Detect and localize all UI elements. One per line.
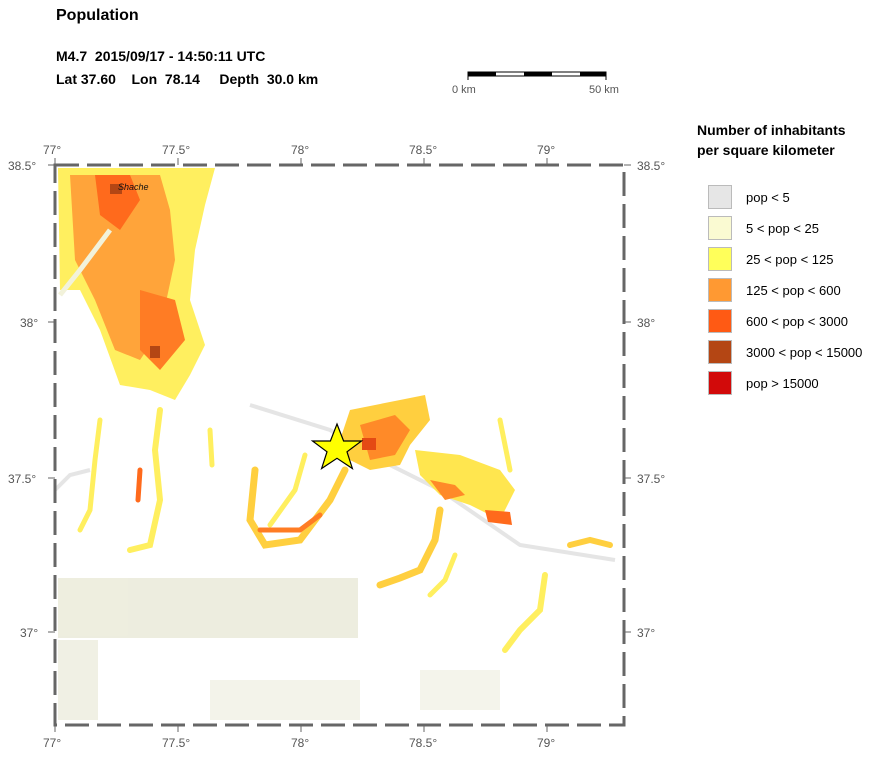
- y-tick-label-right: 38°: [637, 316, 655, 330]
- y-tick-label-left: 38°: [20, 316, 38, 330]
- map-frame: [53, 163, 626, 727]
- legend-item: 25 < pop < 125: [708, 247, 876, 273]
- river-corridors: [77, 407, 613, 653]
- y-tick-label-right: 37°: [637, 626, 655, 640]
- y-tick-label-right: 37.5°: [637, 472, 665, 486]
- legend-item: 3000 < pop < 15000: [708, 340, 876, 366]
- y-tick-label-left: 37°: [20, 626, 38, 640]
- legend-label: 125 < pop < 600: [746, 283, 841, 298]
- epicenter-star-icon: [310, 422, 364, 470]
- legend-title-line2: per square kilometer: [697, 142, 835, 158]
- legend-item: 600 < pop < 3000: [708, 309, 876, 335]
- legend-item: pop > 15000: [708, 371, 876, 397]
- legend-label: 25 < pop < 125: [746, 252, 834, 267]
- page-title: Population: [56, 7, 139, 24]
- legend-swatch: [708, 309, 732, 333]
- x-tick-label-top: 77°: [43, 143, 61, 157]
- x-tick-label-bottom: 77.5°: [162, 736, 190, 750]
- legend-swatch: [708, 278, 732, 302]
- city-label: Shache: [118, 182, 149, 192]
- event-info: M4.7 2015/09/17 - 14:50:11 UTC: [56, 48, 266, 64]
- scale-start-label: 0 km: [452, 84, 476, 96]
- legend-swatch: [708, 247, 732, 271]
- x-tick-label-bottom: 78°: [291, 736, 309, 750]
- y-tick-label-right: 38.5°: [637, 159, 665, 173]
- legend-item: 5 < pop < 25: [708, 216, 876, 242]
- x-tick-label-top: 78.5°: [409, 143, 437, 157]
- legend-label: 3000 < pop < 15000: [746, 345, 863, 360]
- y-tick-marks: [48, 164, 631, 633]
- x-tick-label-bottom: 79°: [537, 736, 555, 750]
- x-tick-marks: [54, 158, 548, 732]
- legend-label: 600 < pop < 3000: [746, 314, 848, 329]
- legend-label: pop > 15000: [746, 376, 819, 391]
- y-tick-label-left: 38.5°: [8, 159, 36, 173]
- x-tick-label-top: 77.5°: [162, 143, 190, 157]
- legend-label: pop < 5: [746, 190, 790, 205]
- legend-title: Number of inhabitants per square kilomet…: [697, 120, 872, 160]
- scale-bar: [467, 71, 607, 80]
- legend-swatch: [708, 216, 732, 240]
- x-tick-label-top: 79°: [537, 143, 555, 157]
- east-populated-region: [340, 395, 515, 525]
- legend-item: pop < 5: [708, 185, 876, 211]
- legend-swatch: [708, 340, 732, 364]
- legend-swatch: [708, 371, 732, 395]
- y-tick-label-left: 37.5°: [8, 472, 36, 486]
- x-tick-label-bottom: 77°: [43, 736, 61, 750]
- x-tick-label-top: 78°: [291, 143, 309, 157]
- location-info: Lat 37.60 Lon 78.14 Depth 30.0 km: [56, 71, 319, 87]
- low-pop-region: [53, 403, 616, 720]
- legend-label: 5 < pop < 25: [746, 221, 820, 236]
- x-tick-label-bottom: 78.5°: [409, 736, 437, 750]
- legend-swatch: [708, 185, 732, 209]
- shache-populated-region: [58, 168, 215, 400]
- scale-end-label: 50 km: [589, 84, 619, 96]
- legend-item: 125 < pop < 600: [708, 278, 876, 304]
- legend-title-line1: Number of inhabitants: [697, 122, 846, 138]
